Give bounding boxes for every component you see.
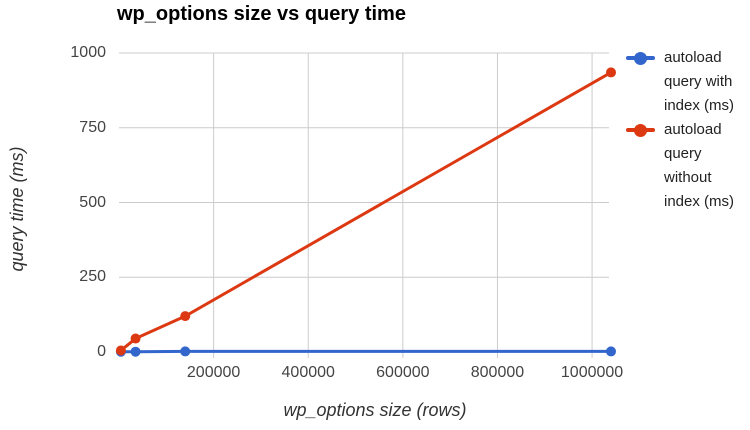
- x-tick-label: 600000: [376, 364, 430, 381]
- x-tick-label: 400000: [281, 364, 335, 381]
- y-tick-label: 500: [79, 193, 106, 211]
- legend-item-without-index[interactable]: autoload query without index (ms): [626, 118, 744, 214]
- data-point[interactable]: [180, 346, 191, 357]
- legend-line-dot-icon: [626, 46, 655, 70]
- legend-label-without-index: autoload query without index (ms): [664, 121, 735, 210]
- legend-item-with-index[interactable]: autoload query with index (ms): [626, 46, 744, 118]
- legend-label-with-index: autoload query with index (ms): [664, 49, 735, 114]
- data-point[interactable]: [130, 333, 141, 344]
- data-point[interactable]: [130, 346, 141, 357]
- x-tick-label: 200000: [186, 364, 241, 381]
- data-point[interactable]: [115, 345, 126, 356]
- data-point[interactable]: [606, 346, 616, 357]
- y-tick-label: 1000: [70, 44, 106, 61]
- chart-title: wp_options size vs query time: [117, 3, 406, 25]
- data-point[interactable]: [606, 67, 616, 78]
- y-tick-label: 250: [79, 268, 106, 286]
- x-tick-label: 1000000: [560, 364, 624, 381]
- y-tick-label: 0: [97, 343, 106, 360]
- series-line-without-index: [119, 71, 612, 352]
- data-point[interactable]: [180, 311, 191, 322]
- legend: autoload query with index (ms) autoload …: [626, 46, 744, 214]
- y-tick-label: 750: [79, 118, 106, 136]
- legend-line-dot-icon: [626, 118, 655, 142]
- x-axis-title: wp_options size (rows): [283, 400, 467, 420]
- x-tick-label: 800000: [470, 364, 525, 381]
